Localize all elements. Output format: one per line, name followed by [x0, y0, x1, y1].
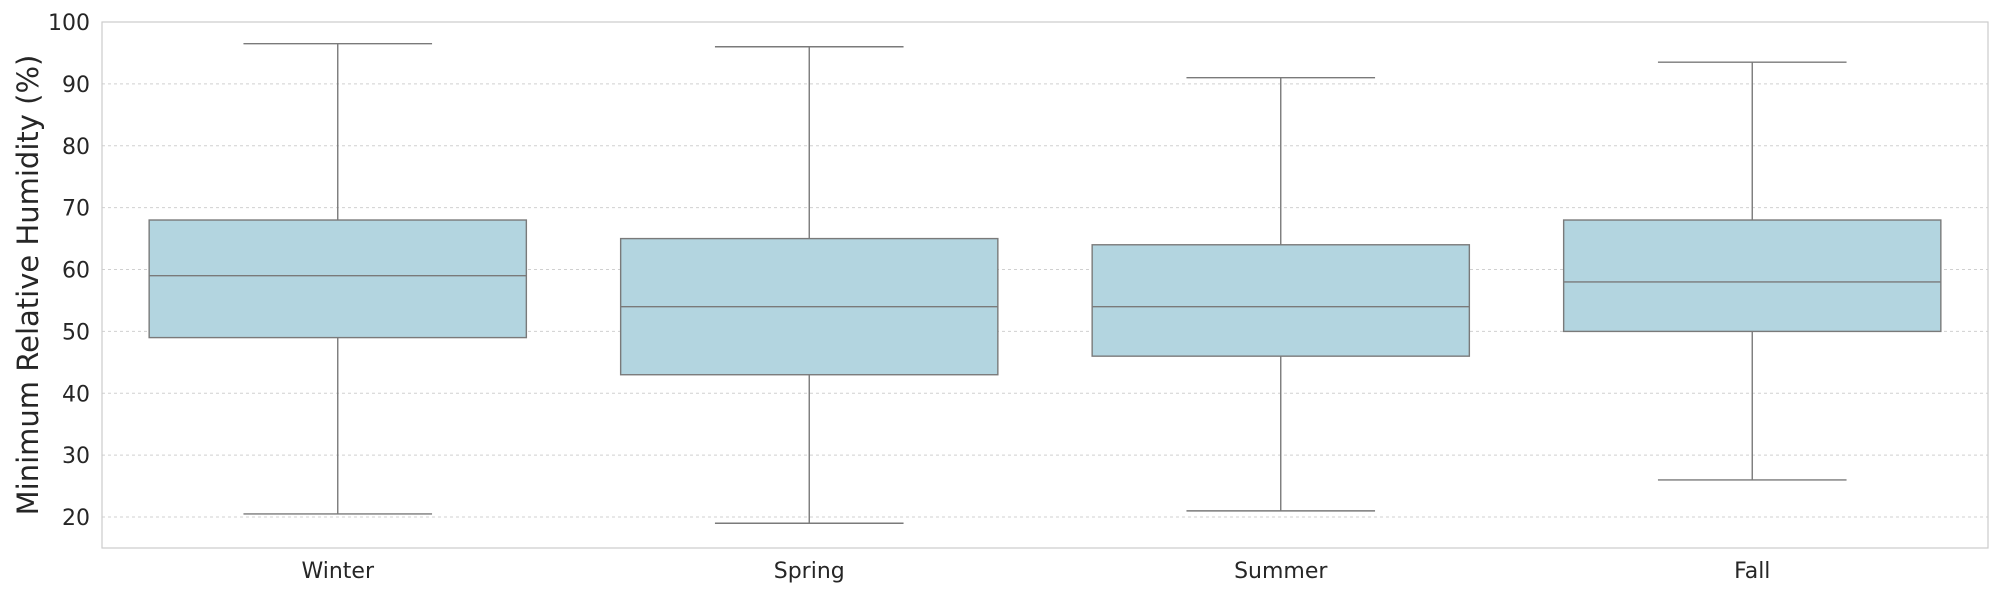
- y-tick-label: 70: [62, 197, 90, 222]
- y-tick-label: 30: [62, 444, 90, 469]
- iqr-box: [1091, 244, 1471, 357]
- x-tick-label: Summer: [1234, 559, 1328, 584]
- x-tick-label: Spring: [774, 559, 845, 584]
- x-tick-label: Fall: [1734, 559, 1770, 584]
- x-tick-label: Winter: [301, 559, 374, 584]
- plot-frame: [101, 21, 1989, 549]
- box-winter: [148, 42, 528, 515]
- iqr-box: [148, 219, 528, 339]
- y-axis-title: Minimum Relative Humidity (%): [11, 55, 45, 516]
- y-tick-label: 20: [62, 506, 90, 531]
- y-tick-label: 50: [62, 320, 90, 345]
- box-spring: [619, 46, 999, 524]
- x-tick-labels: Winter Spring Summer Fall: [301, 559, 1770, 584]
- y-tick-label: 80: [62, 135, 90, 160]
- iqr-box: [1562, 219, 1942, 333]
- y-tick-label: 90: [62, 73, 90, 98]
- y-tick-label: 40: [62, 382, 90, 407]
- box-summer: [1091, 76, 1471, 512]
- y-tick-labels: 20 30 40 50 60 70 80 90 100: [48, 11, 90, 531]
- box-layer: [148, 42, 1942, 524]
- box-fall: [1562, 61, 1942, 481]
- y-tick-label: 60: [62, 259, 90, 284]
- y-tick-label: 100: [48, 11, 90, 36]
